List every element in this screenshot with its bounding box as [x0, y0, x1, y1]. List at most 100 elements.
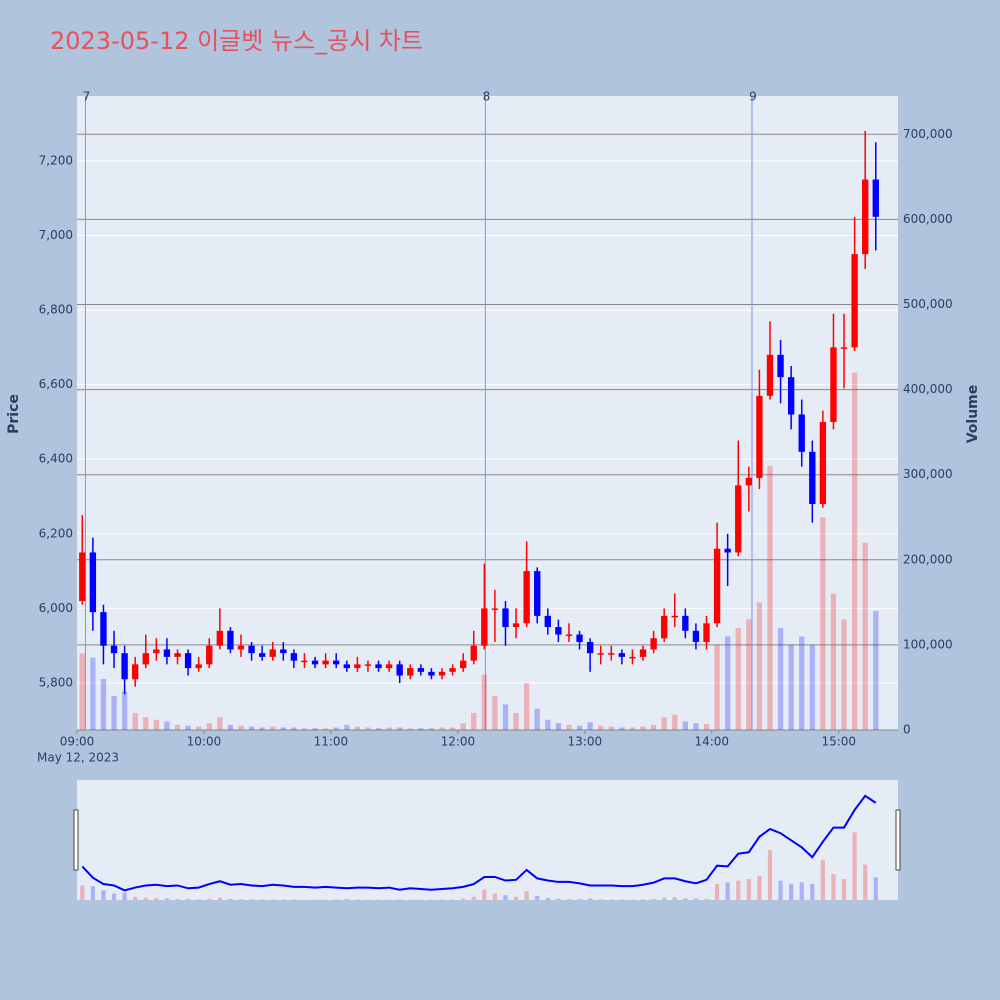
volume-bar — [259, 727, 265, 730]
mini-volume-bar — [196, 899, 201, 900]
candle-body — [692, 630, 700, 642]
mini-volume-bar — [714, 883, 720, 900]
candle-body — [459, 660, 467, 669]
volume-bar — [799, 636, 805, 730]
volume-bar — [492, 695, 498, 730]
mini-volume-bar — [852, 832, 857, 900]
mini-volume-bar — [492, 893, 498, 900]
annotation-label: 8 — [483, 90, 491, 104]
mini-volume-bar — [588, 898, 593, 900]
mini-volume-bar — [503, 895, 508, 900]
volume-bar — [333, 727, 339, 730]
candle-body — [491, 608, 499, 610]
candle-body — [735, 485, 742, 553]
mini-volume-bar — [820, 859, 825, 900]
mini-volume-bar — [80, 885, 85, 900]
candle-body — [830, 347, 837, 422]
candle-body — [555, 627, 562, 635]
mini-volume-bar — [249, 899, 254, 900]
candle-body — [724, 548, 731, 553]
slider-handle[interactable] — [73, 809, 79, 871]
candle-body — [777, 354, 784, 378]
slider-handle[interactable] — [895, 809, 901, 871]
volume-bar — [735, 627, 741, 730]
volume-bar — [682, 721, 688, 730]
mini-volume-bar — [736, 880, 741, 900]
y-tick-label: 5,800 — [39, 676, 73, 690]
candle-body — [385, 664, 393, 669]
y-tick-label: 6,600 — [39, 377, 73, 391]
y-tick-label: 6,000 — [39, 601, 73, 615]
candle-body — [523, 571, 530, 624]
volume-bar — [545, 719, 551, 730]
volume-bar — [598, 725, 604, 730]
volume-bar — [238, 725, 244, 730]
volume-bar — [100, 678, 107, 730]
candle-body — [745, 477, 752, 486]
mini-volume-bar — [662, 897, 667, 900]
range-slider[interactable] — [77, 780, 898, 900]
y2-tick-label: 500,000 — [903, 297, 953, 311]
candle-body — [586, 641, 594, 654]
candle-body — [851, 254, 858, 348]
x-tick-label: 14:00 — [694, 735, 729, 749]
mini-volume-bar — [524, 891, 529, 900]
candle-body — [195, 664, 202, 669]
volume-bar — [873, 610, 879, 730]
volume-bar — [153, 719, 159, 730]
volume-bar — [143, 717, 149, 730]
candle-body — [121, 653, 128, 680]
volume-bar — [587, 722, 593, 730]
mini-volume-bar — [672, 897, 677, 900]
volume-bar — [471, 712, 477, 730]
candle-body — [756, 395, 763, 478]
mini-volume-bar — [513, 896, 519, 900]
volume-bar — [301, 728, 308, 730]
mini-volume-bar — [164, 898, 170, 900]
volume-bar — [608, 726, 614, 730]
candle-body — [713, 548, 721, 624]
volume-bar — [534, 708, 540, 730]
volume-bar — [407, 728, 413, 730]
candle-body — [481, 608, 488, 646]
mini-volume-bar — [640, 899, 646, 900]
mini-volume-bar — [207, 898, 212, 900]
volume-bar — [428, 728, 435, 730]
volume-bar — [481, 674, 487, 730]
mini-volume-bar — [767, 850, 773, 900]
volume-bar — [344, 724, 350, 730]
annotation-label: 7 — [83, 90, 91, 104]
candle-body — [809, 451, 816, 504]
volume-bar — [756, 602, 763, 730]
volume-bar — [312, 728, 318, 730]
y2-tick-label: 400,000 — [903, 382, 953, 396]
volume-bar — [217, 717, 223, 730]
volume-bar — [841, 619, 847, 730]
y-tick-label: 6,400 — [39, 452, 73, 466]
volume-bar — [386, 727, 392, 730]
volume-bar — [524, 683, 530, 730]
mini-volume-bar — [609, 899, 614, 900]
mini-volume-bar — [270, 899, 275, 900]
candle-body — [237, 645, 245, 650]
volume-bar — [672, 714, 678, 730]
x-date-label: May 12, 2023 — [37, 751, 119, 765]
candle-body — [597, 653, 604, 655]
volume-bar — [227, 724, 234, 730]
volume-bar — [619, 727, 625, 730]
volume-bar — [851, 372, 858, 730]
volume-bar — [196, 726, 202, 730]
y-tick-label: 7,200 — [39, 153, 73, 167]
mini-volume-bar — [693, 898, 699, 900]
mini-volume-bar — [90, 886, 95, 900]
volume-bar — [640, 726, 646, 730]
volume-bar — [714, 644, 720, 730]
candle-body — [862, 179, 869, 255]
volume-bar — [322, 728, 329, 730]
volume-bar — [566, 724, 572, 730]
candle-body — [798, 414, 805, 452]
mini-volume-bar — [133, 896, 138, 900]
candle-body — [311, 660, 319, 665]
candle-body — [512, 623, 520, 628]
volume-bar — [703, 724, 710, 730]
